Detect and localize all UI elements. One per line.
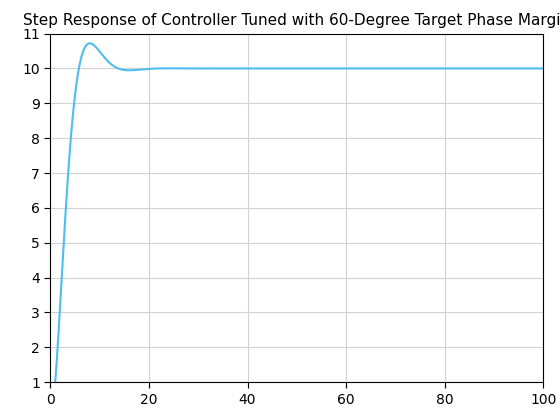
Title: Step Response of Controller Tuned with 60-Degree Target Phase Margin: Step Response of Controller Tuned with 6…: [23, 13, 560, 28]
